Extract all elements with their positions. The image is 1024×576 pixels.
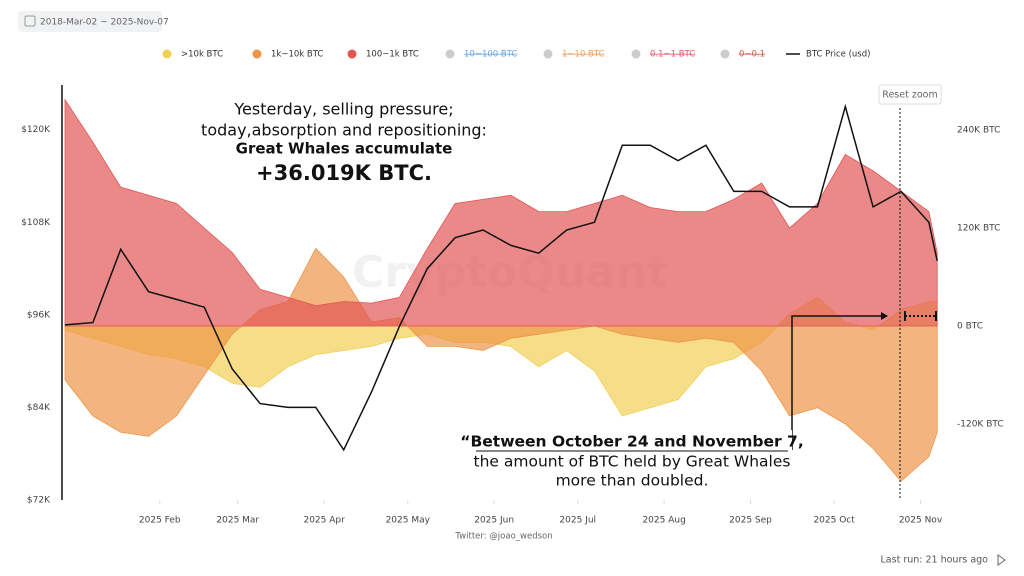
legend-label[interactable]: 1k~10k BTC bbox=[271, 50, 323, 60]
area bbox=[64, 98, 938, 327]
annotation-text: +36.019K BTC. bbox=[256, 161, 432, 185]
legend-label[interactable]: 10~100 BTC bbox=[464, 50, 517, 60]
y-tick-label: $84K bbox=[27, 403, 51, 413]
reset-zoom-button[interactable] bbox=[878, 84, 942, 105]
legend-swatch bbox=[347, 49, 357, 59]
legend-swatch bbox=[631, 49, 641, 59]
annotation-box bbox=[474, 430, 792, 490]
date-range-button[interactable] bbox=[18, 11, 162, 32]
y-tick-label: $120K bbox=[21, 125, 51, 135]
annotation-text: more than doubled. bbox=[556, 472, 709, 490]
legend-swatch bbox=[162, 49, 172, 59]
credit: Twitter: @joao_wedson bbox=[454, 532, 552, 542]
x-tick-label: 2025 Feb bbox=[139, 516, 181, 526]
legend-label[interactable]: 0~0.1 bbox=[739, 50, 765, 60]
annotation-text: Yesterday, selling pressure; bbox=[233, 100, 453, 119]
reset-zoom: Reset zoom bbox=[882, 90, 937, 101]
arrow-head bbox=[881, 312, 888, 320]
annotation-text: “Between October 24 and November 7, bbox=[460, 433, 803, 451]
last-run: Last run: 21 hours ago bbox=[881, 555, 989, 566]
annotation-text: today,absorption and repositioning: bbox=[201, 121, 487, 140]
legend-label[interactable]: BTC Price (usd) bbox=[806, 50, 870, 60]
y-tick-label: $96K bbox=[27, 310, 51, 320]
legend-swatch bbox=[445, 49, 455, 59]
legend-label[interactable]: 1~10 BTC bbox=[562, 50, 605, 60]
y-tick-label: $72K bbox=[27, 496, 51, 506]
legend-swatch bbox=[543, 49, 553, 59]
y2-tick-label: -120K BTC bbox=[957, 420, 1004, 430]
x-tick-label: 2025 Jun bbox=[474, 516, 514, 526]
y2-tick-label: 120K BTC bbox=[957, 223, 1000, 233]
annotation-text: Great Whales accumulate bbox=[236, 140, 453, 158]
x-tick-label: 2025 Aug bbox=[642, 516, 685, 526]
x-tick-label: 2025 Apr bbox=[303, 516, 345, 526]
line bbox=[64, 103, 938, 452]
legend-label[interactable]: 100~1k BTC bbox=[366, 50, 419, 60]
x-tick-label: 2025 Nov bbox=[899, 516, 943, 526]
y2-tick-label: 240K BTC bbox=[957, 125, 1000, 135]
y-tick-label: $108K bbox=[21, 218, 51, 228]
run-icon[interactable] bbox=[997, 554, 1006, 566]
date-range: 2018-Mar-02 ~ 2025-Nov-07 bbox=[40, 18, 169, 28]
x-tick-label: 2025 Mar bbox=[216, 516, 259, 526]
annotation-arrow bbox=[791, 315, 882, 450]
x-tick-label: 2025 Sep bbox=[729, 516, 772, 526]
legend-swatch bbox=[252, 49, 262, 59]
annotation-text: the amount of BTC held by Great Whales bbox=[474, 453, 791, 471]
x-tick-label: 2025 Jul bbox=[559, 516, 596, 526]
x-tick-label: 2025 Oct bbox=[813, 516, 855, 526]
legend-label[interactable]: 0.1~1 BTC bbox=[650, 50, 695, 60]
legend-label[interactable]: >10k BTC bbox=[181, 50, 223, 60]
y2-tick-label: 0 BTC bbox=[957, 321, 983, 331]
legend-swatch bbox=[720, 49, 730, 59]
calendar-icon bbox=[24, 15, 36, 27]
x-tick-label: 2025 May bbox=[386, 516, 431, 526]
